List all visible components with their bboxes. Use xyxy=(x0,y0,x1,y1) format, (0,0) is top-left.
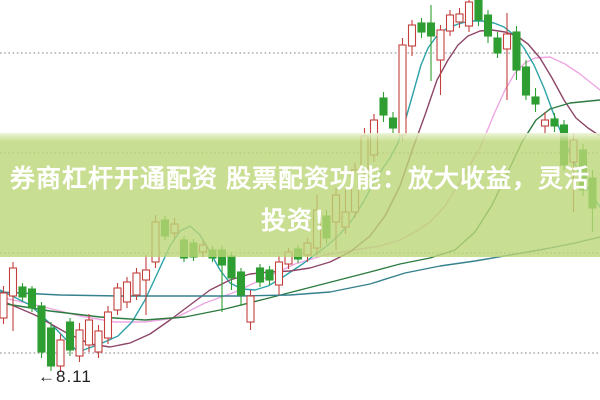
low-price-annotation: ←8.11 xyxy=(38,367,92,386)
promo-banner: 券商杠杆开通配资 股票配资功能：放大收益，灵活 投资！ xyxy=(0,133,600,257)
ma-darkgreen xyxy=(0,99,600,321)
promo-banner-text-line-2: 投资！ xyxy=(260,207,339,235)
promo-banner-text-line-1: 券商杠杆开通配资 股票配资功能：放大收益，灵活 xyxy=(10,165,590,193)
